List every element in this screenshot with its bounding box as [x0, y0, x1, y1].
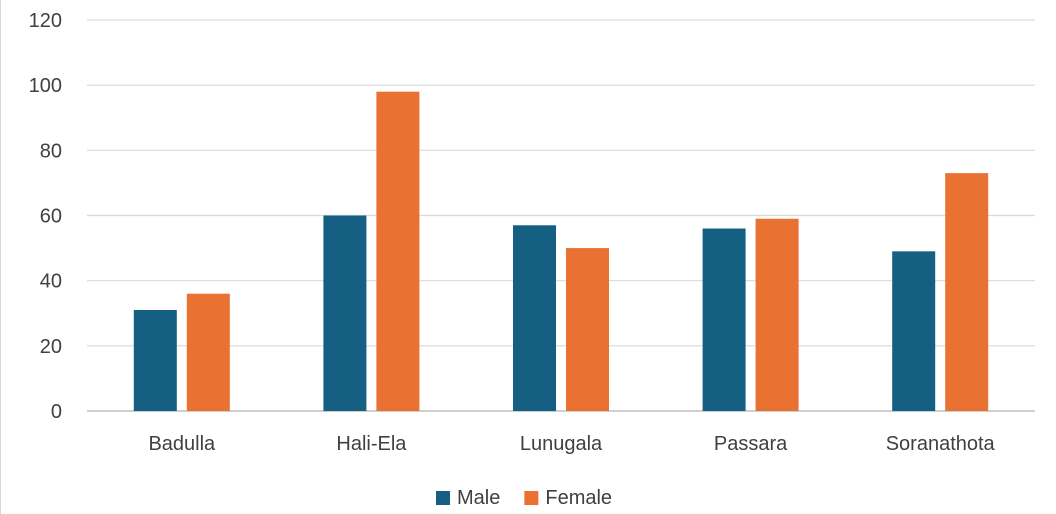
bar-male-lunugala — [513, 225, 556, 411]
y-tick-label: 100 — [29, 75, 62, 97]
bar-male-passara — [702, 228, 746, 411]
y-tick-label: 0 — [51, 401, 62, 423]
y-axis-tick-labels: 0 20 40 60 80 100 120 — [29, 10, 62, 423]
bars — [133, 91, 989, 411]
bar-male-hali-ela — [323, 215, 367, 411]
y-tick-label: 40 — [40, 271, 62, 293]
bar-female-badulla — [186, 293, 230, 411]
y-tick-label: 80 — [40, 140, 62, 162]
bar-female-passara — [755, 218, 799, 411]
legend-swatch-male — [436, 491, 450, 505]
gridlines — [87, 19, 1035, 412]
legend: Male Female — [436, 487, 612, 509]
category-label: Soranathota — [886, 433, 996, 455]
bar-male-badulla — [133, 309, 177, 411]
bar-female-hali-ela — [376, 91, 420, 411]
y-tick-label: 20 — [40, 336, 62, 358]
legend-swatch-female — [524, 491, 539, 505]
bar-male-soranathota — [892, 251, 936, 411]
category-label: Passara — [714, 433, 788, 455]
x-axis-category-labels: Badulla Hali-Ela Lunugala Passara Soranathot… — [148, 433, 995, 455]
category-label: Lunugala — [520, 433, 603, 455]
category-label: Hali-Ela — [336, 433, 407, 455]
bar-female-soranathota — [945, 173, 989, 411]
bar-female-lunugala — [566, 248, 609, 411]
legend-label-male: Male — [457, 487, 500, 509]
legend-label-female: Female — [545, 487, 612, 509]
y-tick-label: 120 — [29, 10, 62, 32]
category-label: Badulla — [148, 433, 216, 455]
y-tick-label: 60 — [40, 206, 62, 228]
